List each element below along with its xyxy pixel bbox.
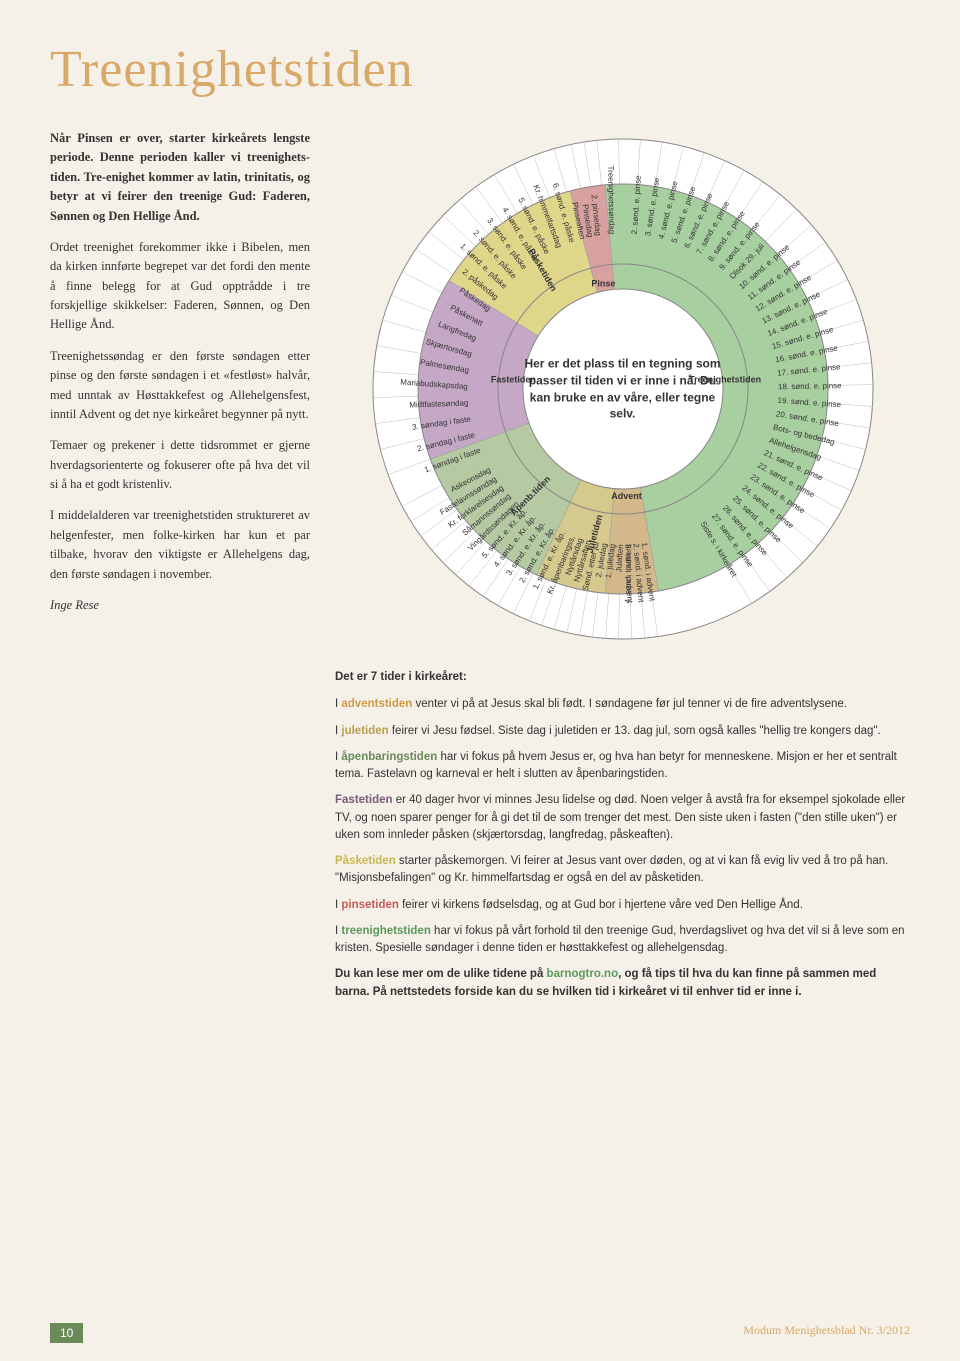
season-item: I åpenbaringstiden har vi fokus på hvem … — [335, 749, 910, 784]
season-item: I juletiden feirer vi Jesu fødsel. Siste… — [335, 723, 910, 740]
article-p5: I middelalderen var treenighetstiden str… — [50, 506, 310, 584]
wheel-day-label: Treenighetssøndag — [605, 141, 616, 234]
article-p2: Ordet treenighet forekommer ikke i Bibel… — [50, 238, 310, 335]
publication-info: Modum Menighetsblad Nr. 3/2012 — [743, 1323, 910, 1343]
wheel-day-label: 18. sønd. e. pinse — [777, 381, 841, 391]
article-p4: Temaer og prekener i dette tidsrommet er… — [50, 436, 310, 494]
season-item: I pinsetiden feirer vi kirkens fødselsda… — [335, 897, 910, 914]
article-p3: Treenighetssøndag er den første søndagen… — [50, 347, 310, 425]
church-year-wheel: Her er det plass til en tegning som pass… — [363, 129, 883, 649]
wheel-section-label: Advent — [611, 491, 642, 501]
page-title: Treenighetstiden — [50, 40, 910, 99]
article-column: Når Pinsen er over, starter kirkeårets l… — [50, 129, 310, 1010]
wheel-section-label: Pinse — [591, 279, 615, 289]
wheel-center-text: Her er det plass til en tegning som pass… — [523, 355, 723, 422]
season-item: I adventstiden venter vi på at Jesus ska… — [335, 696, 910, 713]
article-p1: Når Pinsen er over, starter kirkeårets l… — [50, 129, 310, 226]
page-number: 10 — [50, 1323, 83, 1343]
season-item: Påsketiden starter påskemorgen. Vi feire… — [335, 853, 910, 888]
seasons-heading: Det er 7 tider i kirkeåret: — [335, 669, 910, 686]
article-author: Inge Rese — [50, 596, 310, 615]
season-item: Fastetiden er 40 dager hvor vi minnes Je… — [335, 792, 910, 844]
footer-note: Du kan lese mer om de ulike tidene på ba… — [335, 966, 910, 1001]
season-item: I treenighetstiden har vi fokus på vårt … — [335, 923, 910, 958]
seven-seasons-text: Det er 7 tider i kirkeåret: I adventstid… — [335, 669, 910, 1001]
